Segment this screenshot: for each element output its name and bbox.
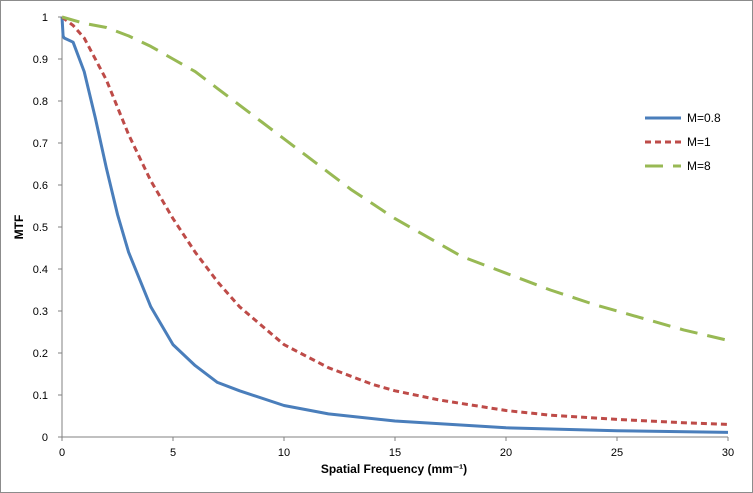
x-tick-label: 30: [722, 447, 734, 459]
y-tick-label: 0.7: [33, 138, 48, 150]
series-line-1: [60, 16, 729, 434]
series-line-3: [61, 15, 729, 342]
series-lines: [60, 15, 729, 434]
x-tick-label: 20: [500, 447, 512, 459]
y-tick-label: 0.3: [33, 306, 48, 318]
legend-label-2: M=1: [687, 135, 711, 149]
series-line-2: [61, 15, 729, 426]
x-tick-label: 5: [170, 447, 176, 459]
y-tick-label: 0.8: [33, 96, 48, 108]
y-tick-label: 0.1: [33, 390, 48, 402]
x-axis-title: Spatial Frequency (mm⁻¹): [321, 462, 467, 476]
legend-label-1: M=0.8: [687, 111, 721, 125]
x-tick-label: 15: [389, 447, 401, 459]
y-tick-label: 0.5: [33, 222, 48, 234]
y-tick-label: 0: [42, 432, 48, 444]
y-axis-ticks: 0 0.1 0.2 0.3 0.4 0.5 0.6 0.7 0.8 0.9 1: [33, 12, 62, 444]
y-tick-label: 1: [42, 12, 48, 24]
y-tick-label: 0.2: [33, 348, 48, 360]
legend: M=0.8 M=1 M=8: [645, 111, 721, 173]
legend-label-3: M=8: [687, 159, 711, 173]
y-tick-label: 0.6: [33, 180, 48, 192]
y-axis-title: MTF: [12, 215, 26, 240]
x-tick-label: 10: [278, 447, 290, 459]
y-tick-label: 0.4: [33, 264, 48, 276]
y-tick-label: 0.9: [33, 54, 48, 66]
x-tick-label: 25: [611, 447, 623, 459]
x-axis-ticks: 0 5 10 15 20 25 30: [59, 437, 734, 459]
x-tick-label: 0: [59, 447, 65, 459]
plot-area: [61, 17, 728, 438]
